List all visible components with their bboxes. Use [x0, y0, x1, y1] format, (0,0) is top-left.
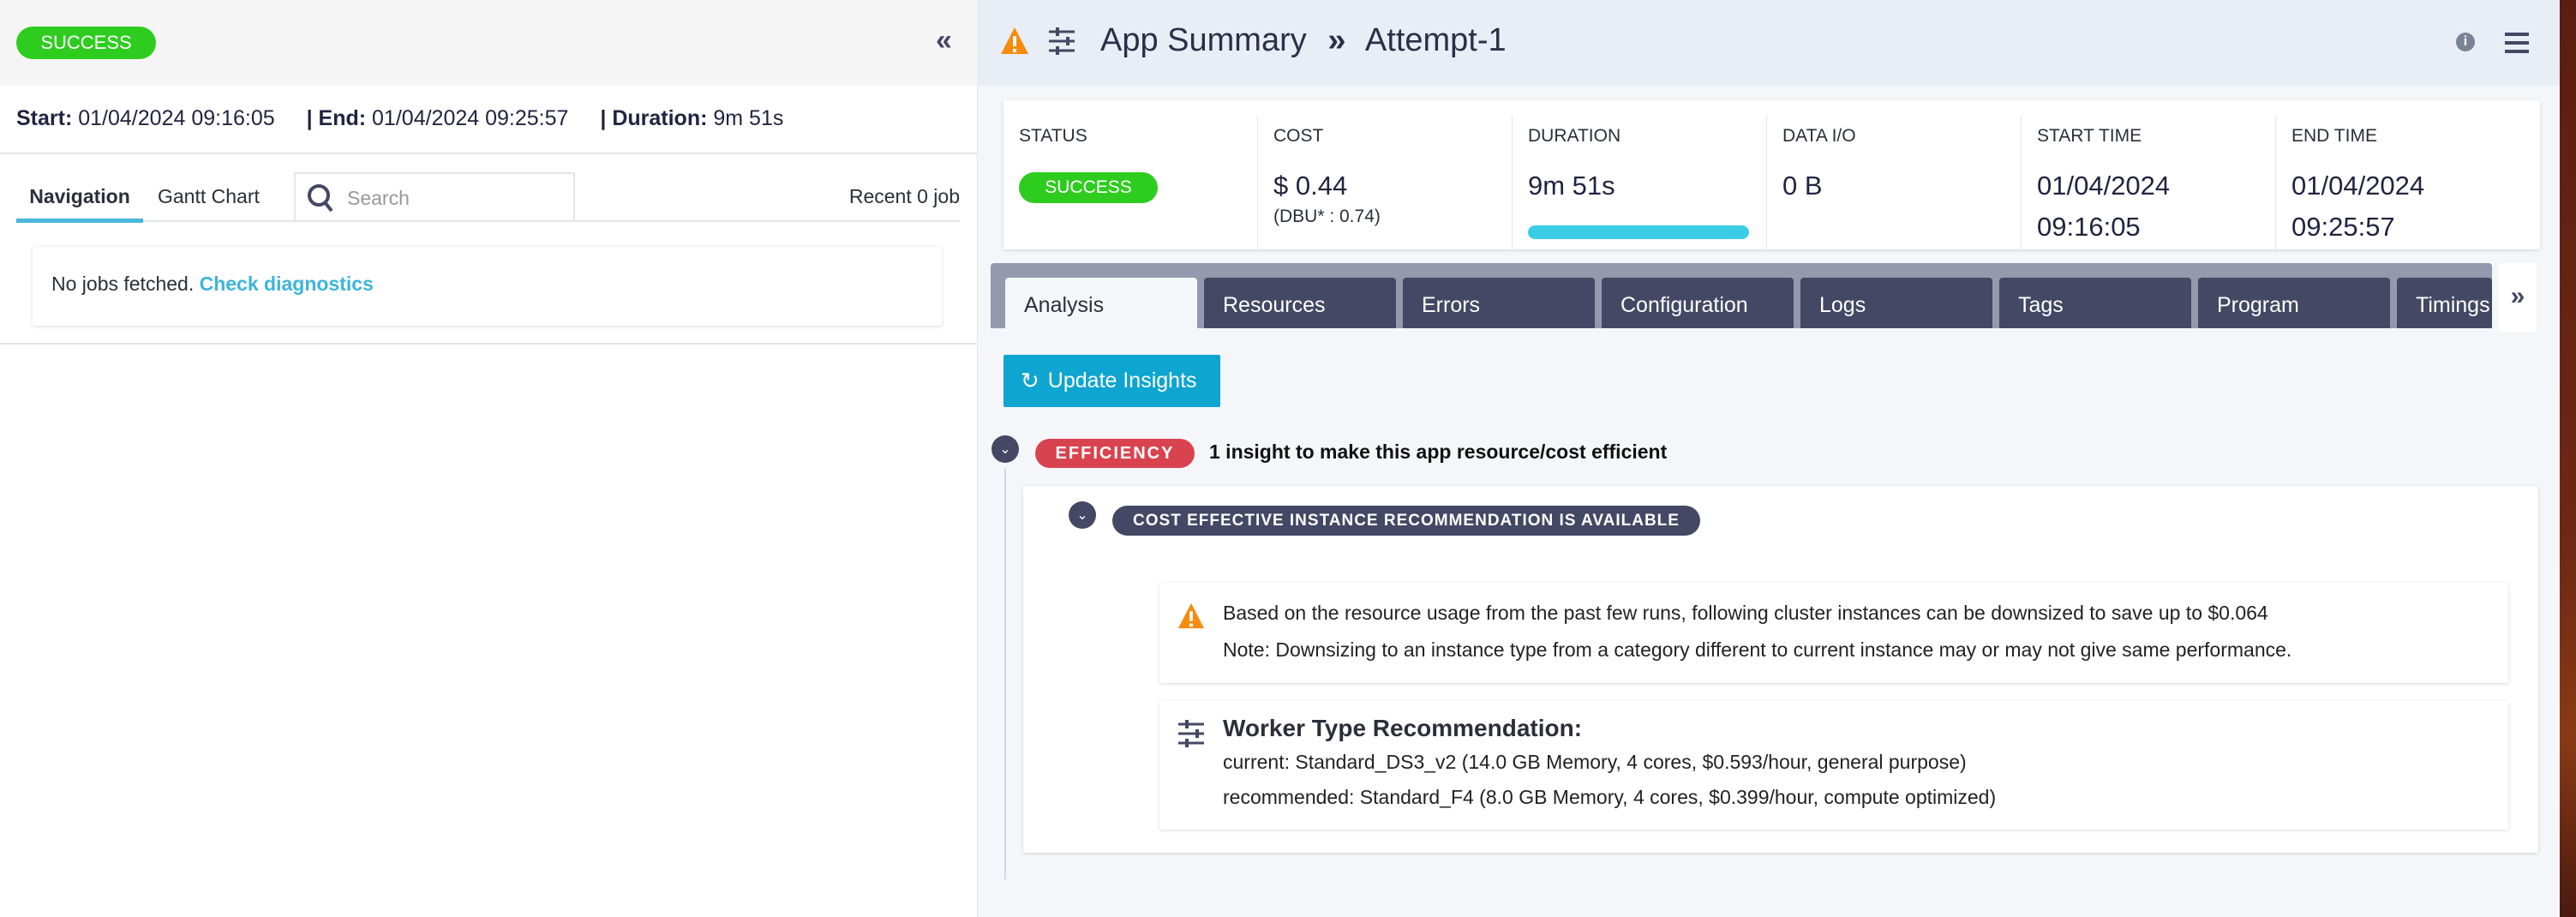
search-icon [308, 184, 333, 213]
tab-navigation[interactable]: Navigation [16, 182, 143, 223]
warning-icon [1177, 602, 1205, 629]
worker-recommendation-box: Worker Type Recommendation: current: Sta… [1159, 701, 2508, 830]
recent-jobs-count: Recent 0 job [848, 185, 960, 207]
search-input[interactable]: Search [294, 172, 575, 222]
stat-label: START TIME [2037, 126, 2142, 146]
status-badge: SUCCESS [16, 27, 156, 59]
duration-progress-bar [1528, 225, 1749, 239]
stat-label: DATA I/O [1782, 126, 1856, 146]
main-header [978, 0, 2560, 86]
collapse-recommendation-icon[interactable]: ⌄ [1069, 501, 1096, 529]
breadcrumb: App Summary » Attempt-1 [1100, 22, 1507, 59]
stat-label: END TIME [2291, 126, 2377, 146]
left-header [0, 0, 978, 86]
stat-sub: (DBU* : 0.74) [1273, 207, 1381, 226]
duration-progress-fill [1528, 225, 1749, 239]
update-insights-button[interactable]: ↻ Update Insights [1003, 355, 1220, 407]
recommendation-badge: COST EFFECTIVE INSTANCE RECOMMENDATION I… [1112, 506, 1700, 536]
insight-summary: 1 insight to make this app resource/cost… [1209, 441, 1668, 463]
run-times: Start: 01/04/2024 09:16:05 | End: 01/04/… [16, 106, 783, 131]
tabs-scroll-right-button[interactable]: » [2499, 263, 2537, 332]
end-label: | End: [306, 106, 367, 130]
tab-analysis[interactable]: Analysis [1005, 278, 1197, 328]
tab-logs[interactable]: Logs [1800, 278, 1992, 328]
stat-value: 9m 51s [1528, 171, 1615, 201]
recommended-instance: recommended: Standard_F4 (8.0 GB Memory,… [1223, 786, 1997, 808]
left-panel [0, 0, 978, 917]
stat-label: DURATION [1528, 126, 1621, 146]
stat-label: STATUS [1019, 126, 1087, 146]
stat-status-badge: SUCCESS [1019, 172, 1158, 203]
end-value: 01/04/2024 09:25:57 [372, 106, 569, 130]
warning-icon [1001, 27, 1028, 54]
jobs-empty-card: No jobs fetched. Check diagnostics [33, 247, 942, 326]
collapse-efficiency-icon[interactable]: ⌄ [991, 435, 1019, 463]
stat-sub: 09:16:05 [2037, 212, 2141, 242]
tabs-baseline [16, 220, 960, 222]
divider [0, 153, 978, 154]
current-instance: current: Standard_DS3_v2 (14.0 GB Memory… [1223, 751, 1967, 773]
info-icon[interactable]: i [2456, 33, 2475, 51]
stat-value: $ 0.44 [1273, 171, 1348, 201]
tab-tags[interactable]: Tags [1999, 278, 2191, 328]
desktop-background [2560, 0, 2576, 917]
stat-value: 01/04/2024 [2291, 171, 2425, 201]
stat-cost: COST $ 0.44 (DBU* : 0.74) [1258, 116, 1513, 251]
divider [0, 343, 978, 345]
tab-resources[interactable]: Resources [1204, 278, 1396, 328]
efficiency-badge: EFFICIENCY [1035, 439, 1195, 468]
tab-configuration[interactable]: Configuration [1602, 278, 1794, 328]
sliders-icon [1178, 720, 1204, 747]
tab-errors[interactable]: Errors [1403, 278, 1595, 328]
stat-duration: DURATION 9m 51s [1513, 116, 1767, 251]
breadcrumb-app-summary[interactable]: App Summary [1100, 22, 1307, 58]
check-diagnostics-link[interactable]: Check diagnostics [199, 273, 374, 295]
tab-program[interactable]: Program [2198, 278, 2390, 328]
breadcrumb-attempt: Attempt-1 [1364, 22, 1507, 58]
empty-text: No jobs fetched. [51, 273, 195, 295]
sliders-icon [1049, 27, 1075, 55]
warning-text: Based on the resource usage from the pas… [1223, 602, 2268, 624]
tab-bar: Analysis Resources Errors Configuration … [991, 263, 2492, 328]
tab-timings[interactable]: Timings [2397, 278, 2492, 328]
stat-status: STATUS SUCCESS [1003, 116, 1258, 251]
duration-label: | Duration: [600, 106, 708, 130]
search-placeholder: Search [347, 186, 410, 209]
duration-value: 9m 51s [713, 106, 784, 130]
breadcrumb-separator: » [1327, 22, 1346, 58]
update-insights-label: Update Insights [1047, 369, 1197, 393]
timeline-line [1004, 468, 1006, 879]
tab-gantt-chart[interactable]: Gantt Chart [158, 185, 260, 207]
savings-warning-box: Based on the resource usage from the pas… [1159, 583, 2508, 683]
warning-note: Note: Downsizing to an instance type fro… [1223, 638, 2292, 661]
stat-data-io: DATA I/O 0 B [1767, 116, 2022, 251]
stat-value: 0 B [1782, 171, 1823, 201]
start-value: 01/04/2024 09:16:05 [78, 106, 275, 130]
stat-start-time: START TIME 01/04/2024 09:16:05 [2022, 116, 2276, 251]
refresh-icon: ↻ [1021, 368, 1039, 393]
stat-end-time: END TIME 01/04/2024 09:25:57 [2276, 116, 2531, 251]
worker-title: Worker Type Recommendation: [1223, 715, 1583, 741]
stat-value: 01/04/2024 [2037, 171, 2171, 201]
start-label: Start: [16, 106, 73, 130]
collapse-panel-icon[interactable]: « [936, 24, 952, 57]
stats-card: STATUS SUCCESS COST $ 0.44 (DBU* : 0.74)… [1003, 100, 2540, 251]
hamburger-menu-icon[interactable] [2505, 31, 2529, 55]
stat-sub: 09:25:57 [2291, 212, 2395, 242]
stat-label: COST [1273, 126, 1324, 146]
